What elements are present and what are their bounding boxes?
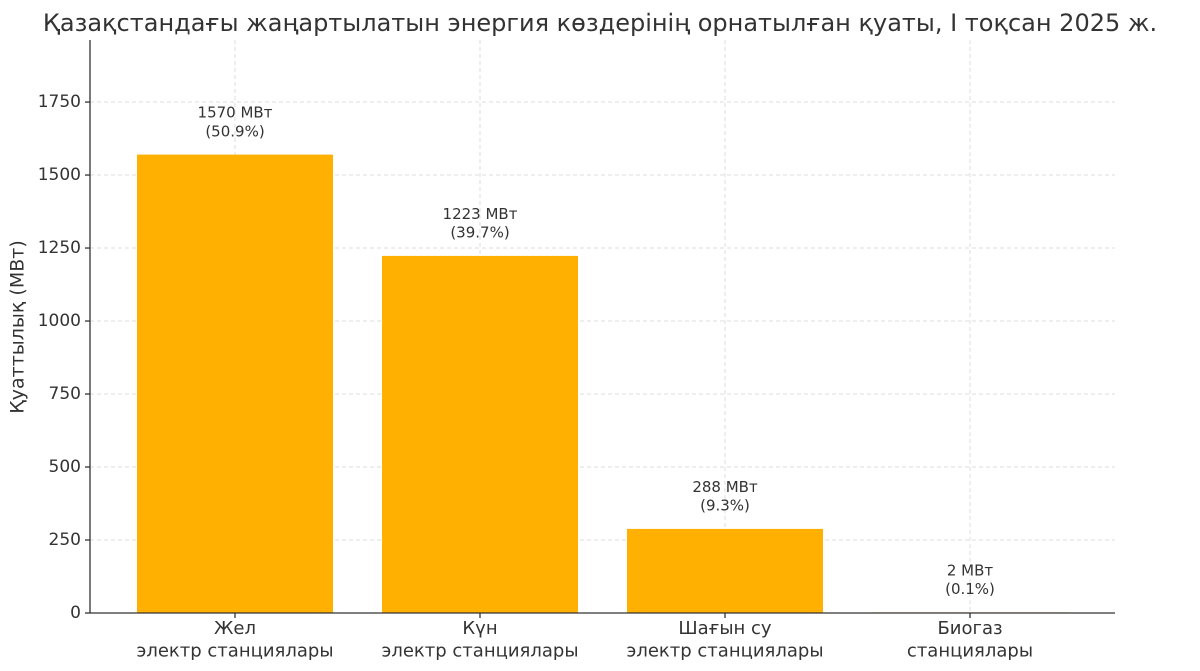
y-tick-label: 1000 <box>38 311 81 331</box>
x-tick-label: Биогаз станциялары <box>907 618 1033 662</box>
y-tick-label: 1500 <box>38 165 81 185</box>
y-tick-label: 1250 <box>38 238 81 258</box>
bar <box>627 528 823 613</box>
x-tick-label: Жел электр станциялары <box>136 618 333 662</box>
x-tick-label: Күн электр станциялары <box>381 618 578 662</box>
y-tick-label: 500 <box>49 457 81 477</box>
bar <box>137 154 333 613</box>
data-label: 1570 МВт (50.9%) <box>198 103 273 140</box>
data-label: 288 МВт (9.3%) <box>692 477 758 514</box>
y-tick-label: 250 <box>49 530 81 550</box>
y-tick-label: 1750 <box>38 92 81 112</box>
data-label: 1223 МВт (39.7%) <box>443 204 518 241</box>
x-tick-label: Шағын су электр станциялары <box>626 618 823 662</box>
chart-title: Қазақстандағы жаңартылатын энергия көзде… <box>43 9 1157 37</box>
y-axis-label: Қуаттылық (МВт) <box>7 240 29 414</box>
data-label: 2 МВт (0.1%) <box>945 561 995 598</box>
bar <box>382 255 578 613</box>
y-tick-label: 750 <box>49 384 81 404</box>
y-tick-label: 0 <box>70 603 81 623</box>
